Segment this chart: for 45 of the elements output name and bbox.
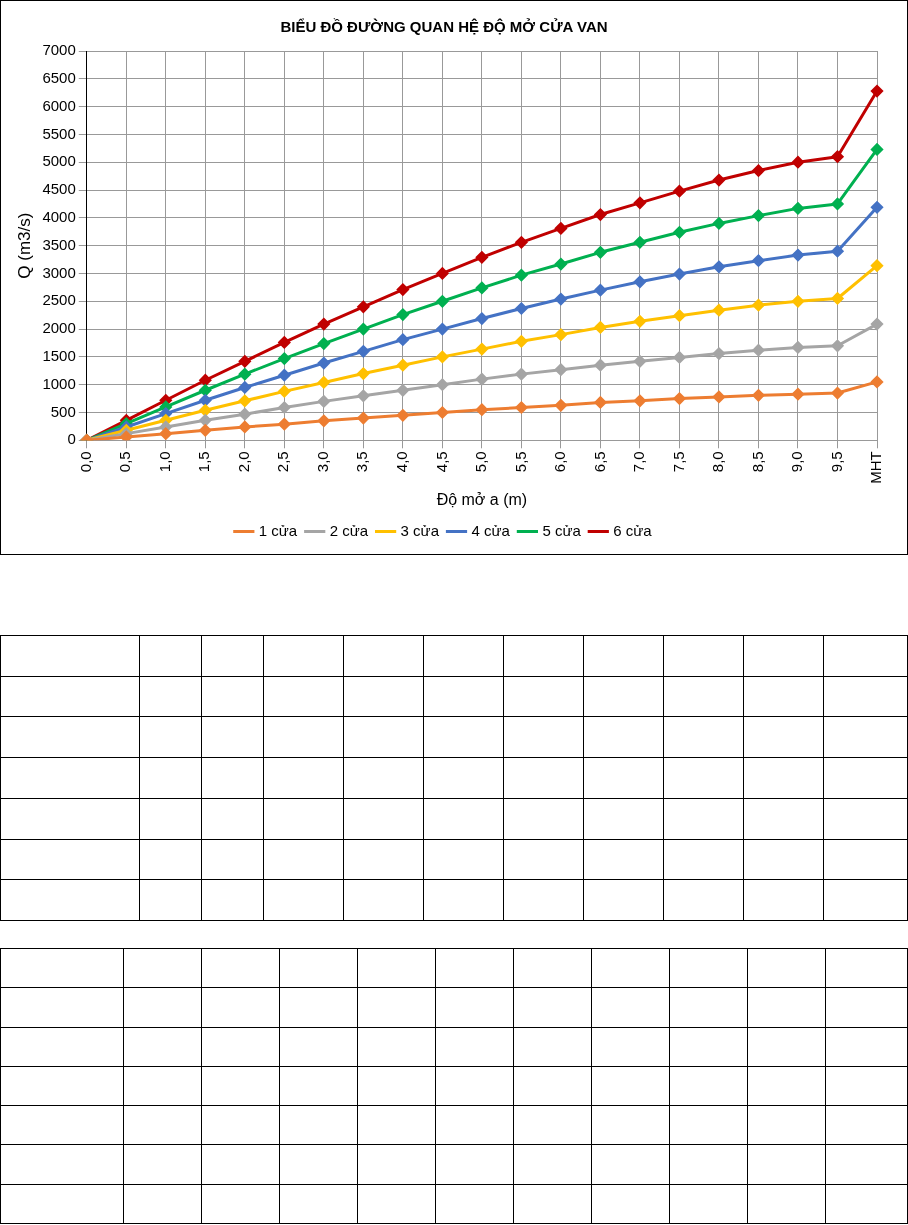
x-tick-label: 6,0 — [551, 451, 569, 473]
y-tick-label: 6000 — [42, 96, 76, 114]
x-tick-label: 4,5 — [432, 451, 450, 473]
x-tick-label: 9,5 — [827, 451, 845, 473]
y-tick-label: 5500 — [42, 124, 76, 142]
x-tick-label: 4,0 — [393, 451, 410, 473]
y-tick-label: 5000 — [42, 152, 76, 170]
x-tick-label: MHT — [867, 451, 885, 484]
y-tick-label: 4500 — [42, 180, 76, 198]
y-tick-label: 1000 — [42, 374, 76, 392]
x-tick-label: 2,5 — [274, 451, 292, 473]
y-tick-label: 0 — [67, 430, 76, 448]
x-tick-label: 8,5 — [748, 451, 766, 473]
y-tick-label: 3500 — [42, 235, 76, 253]
x-tick-label: 3,5 — [353, 451, 371, 473]
chart-title: BIỂU ĐỒ ĐƯỜNG QUAN HỆ ĐỘ MỞ CỬA VAN — [280, 18, 608, 36]
x-tick-label: 7,0 — [630, 451, 648, 473]
x-tick-label: 5,0 — [472, 451, 490, 473]
y-tick-label: 6500 — [42, 68, 76, 86]
legend-label: 2 cửa — [329, 521, 369, 539]
x-tick-label: 9,0 — [788, 451, 806, 473]
x-axis-title: Độ mở a (m) — [436, 490, 528, 508]
x-tick-label: 1,5 — [195, 451, 213, 473]
y-tick-label: 500 — [50, 402, 76, 420]
x-tick-label: 6,5 — [590, 451, 608, 473]
x-tick-label: 0,0 — [76, 451, 94, 473]
y-axis-title: Q (m3/s) — [14, 212, 34, 279]
y-tick-label: 2500 — [42, 291, 76, 309]
legend-label: 1 cửa — [258, 521, 298, 539]
legend-label: 6 cửa — [613, 521, 653, 539]
y-tick-label: 7000 — [42, 41, 76, 59]
x-tick-label: 3,0 — [313, 451, 331, 473]
legend-label: 5 cửa — [542, 521, 582, 539]
legend-label: 3 cửa — [400, 521, 440, 539]
y-tick-label: 2000 — [42, 319, 76, 337]
y-tick-label: 1500 — [42, 347, 76, 365]
legend-label: 4 cửa — [471, 521, 511, 539]
x-tick-label: 7,5 — [669, 451, 687, 473]
x-tick-label: 5,5 — [511, 451, 529, 473]
x-tick-label: 0,5 — [116, 451, 134, 473]
x-tick-label: 8,0 — [709, 451, 727, 473]
x-tick-label: 1,0 — [155, 451, 173, 473]
y-tick-label: 4000 — [42, 207, 76, 225]
x-tick-label: 2,0 — [234, 451, 252, 473]
y-tick-label: 3000 — [42, 263, 76, 281]
